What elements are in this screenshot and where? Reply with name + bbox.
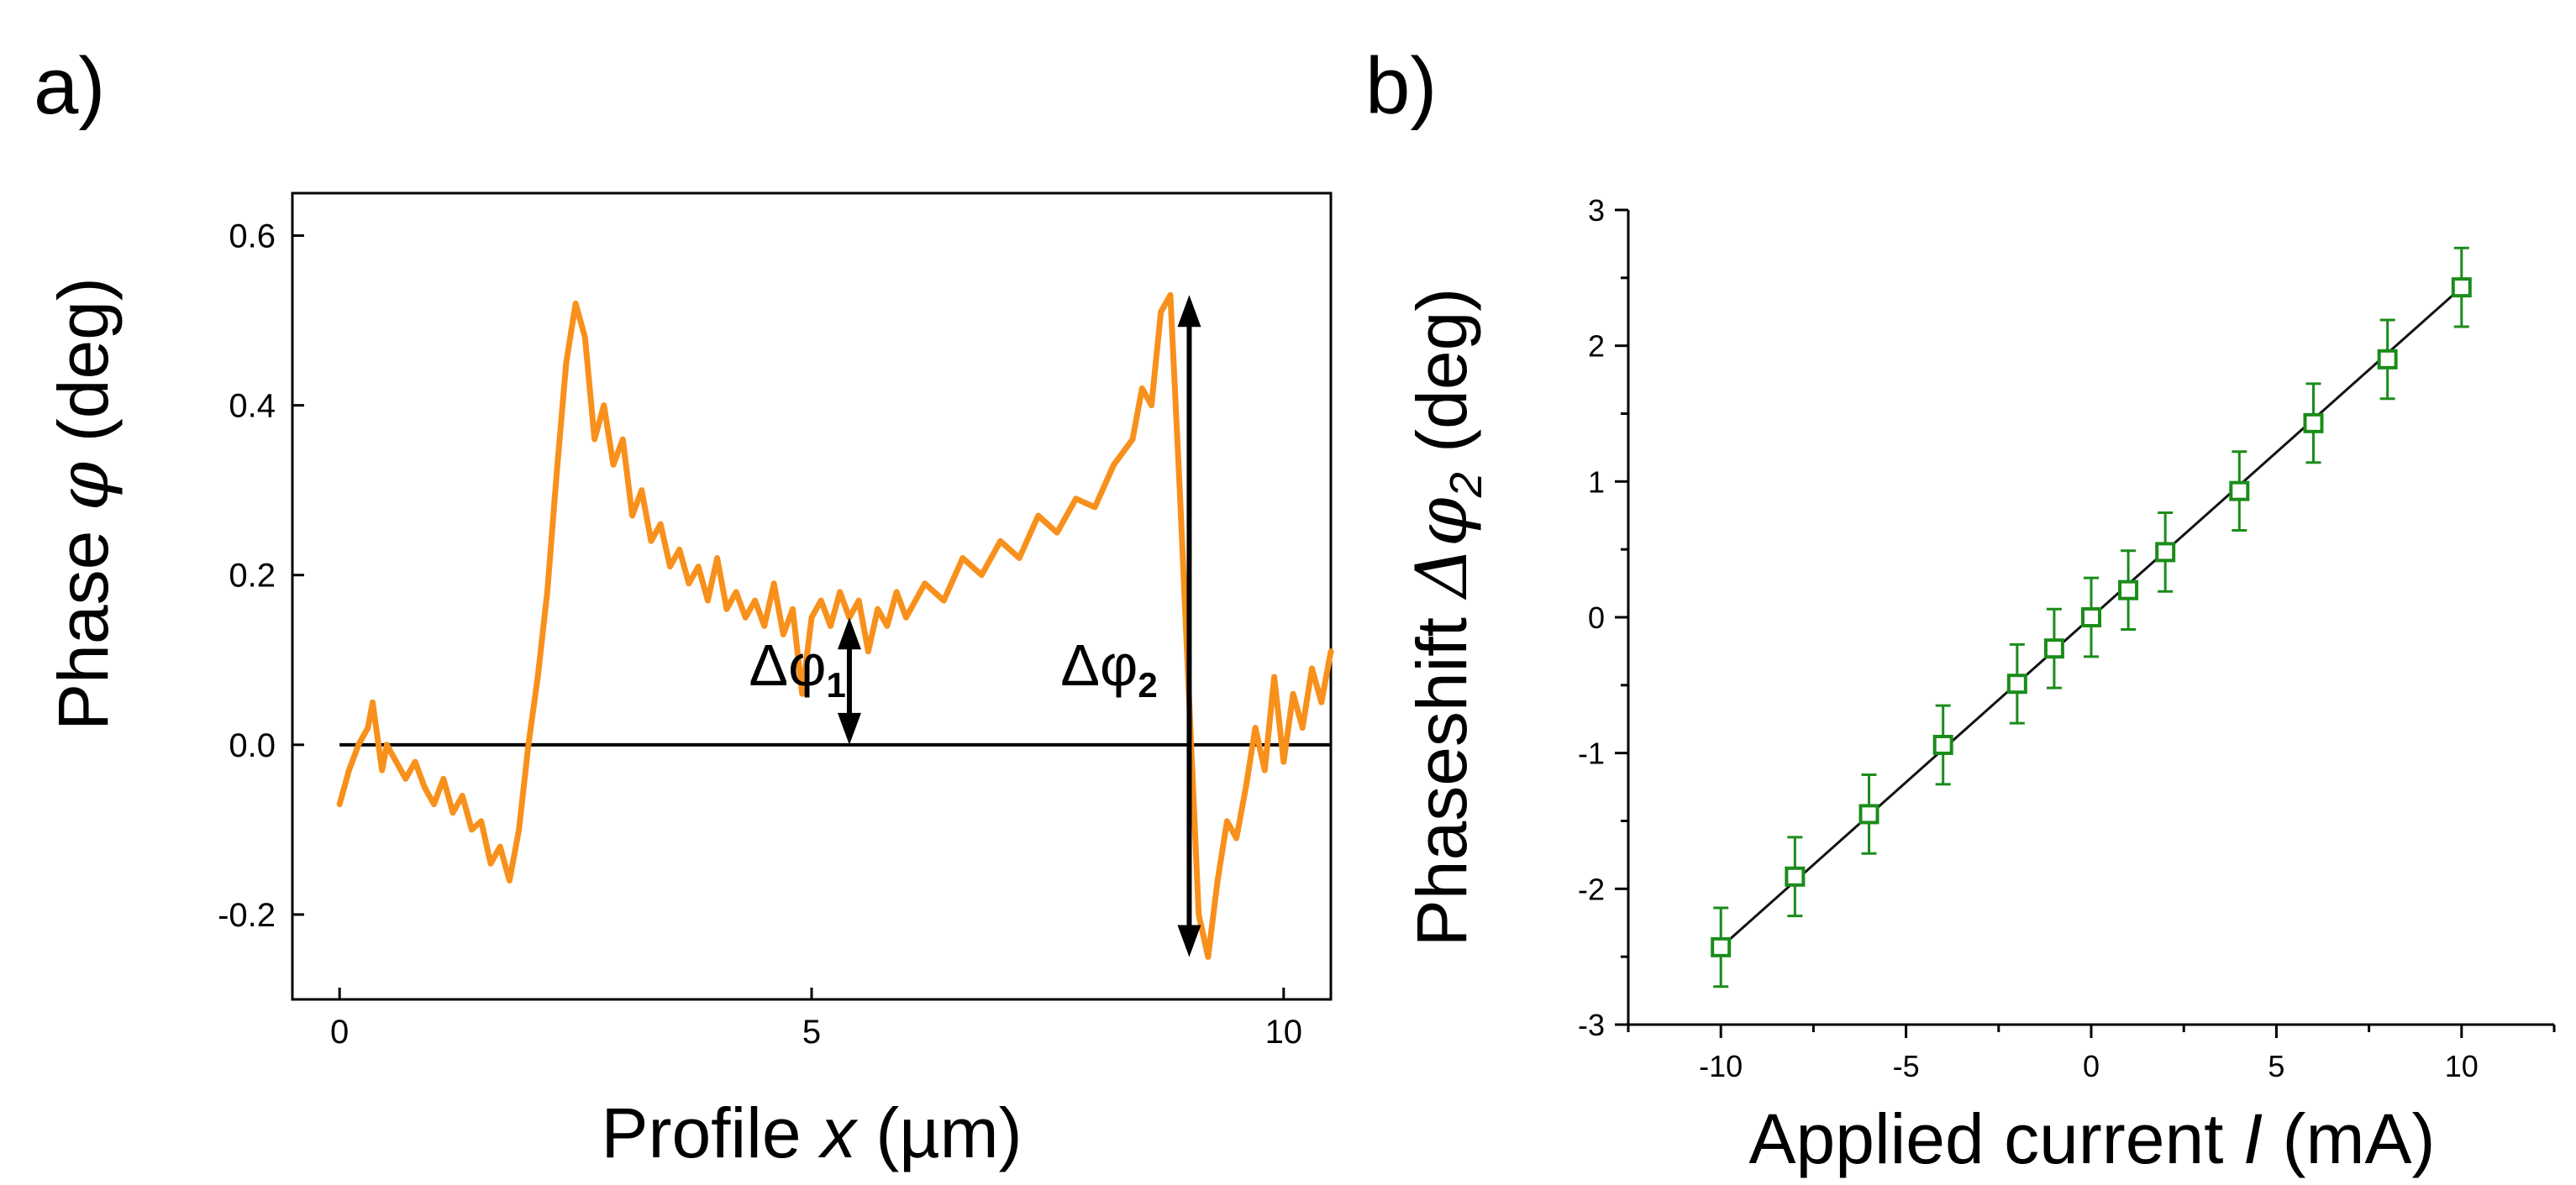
data-point (1858, 804, 1879, 825)
annotation-label-sub: 1 (827, 665, 846, 705)
panel-a-y-axis: -0.2 0.0 0.2 0.4 0.6 (218, 218, 304, 934)
panel-b-label: b) (1365, 41, 1437, 131)
panel-a-x-axis-title-var: x (817, 1093, 859, 1172)
panel-a-y-tick-label: 0.0 (229, 727, 276, 764)
data-point (1711, 936, 1732, 957)
panel-b-y-axis: -3 -2 -1 0 1 2 3 (1578, 193, 1628, 1042)
panel-b-y-tick-label: 0 (1588, 600, 1605, 635)
panel-b-y-axis-title-prefix: Phaseshift (1402, 598, 1481, 947)
panel-b-x-axis-title-prefix: Applied current (1749, 1099, 2243, 1178)
panel-b-y-tick-label: -3 (1578, 1008, 1605, 1042)
panel-b-y-axis-title-sub: 2 (1441, 472, 1491, 498)
panel-b-y-axis-title-unit: (deg) (1402, 288, 1481, 472)
panel-b-x-tick-label: 5 (2268, 1049, 2284, 1083)
data-point (2303, 412, 2324, 433)
panel-b-x-tick-label: 0 (2083, 1049, 2100, 1083)
panel-a-x-tick-label: 10 (1265, 1014, 1303, 1051)
panel-b-x-tick-label: -10 (1699, 1049, 1743, 1083)
panel-a-annotations: Δφ1 Δφ2 (749, 295, 1201, 957)
panel-a-y-tick-label: -0.2 (218, 897, 276, 934)
annotation-label-sub: 2 (1138, 665, 1157, 705)
annotation-label-main: Δφ (1060, 632, 1138, 698)
panel-a-y-tick-label: 0.6 (229, 218, 276, 255)
panel-a-y-tick-label: 0.4 (229, 388, 276, 425)
panel-b-x-axis: -10 -5 0 5 10 (1627, 1025, 2556, 1083)
panel-a-x-axis-title-prefix: Profile (601, 1093, 820, 1172)
data-point (2155, 542, 2176, 563)
panel-b-y-tick-label: 2 (1588, 329, 1605, 364)
panel-a-x-axis-title-unit: (µm) (856, 1093, 1023, 1172)
annotation-label: Δφ2 (1060, 632, 1158, 705)
data-point (1932, 734, 1953, 755)
data-point (2043, 638, 2064, 659)
data-point (2229, 480, 2250, 501)
panel-b-y-axis-title-var: Δφ (1401, 497, 1483, 600)
data-point (1785, 866, 1806, 887)
data-point (2451, 277, 2472, 298)
data-point (2006, 674, 2027, 695)
data-point (2081, 607, 2101, 627)
panel-a-x-axis-title: Profile x (µm) (601, 1093, 1022, 1172)
panel-a: a) 0 5 10 -0.20.00.20.40.6 Δφ1 Δφ2 Profile … (34, 41, 1334, 1172)
panel-a-label: a) (34, 41, 105, 131)
annotation-arrow-head-up (837, 617, 861, 650)
panel-a-x-tick-label: 0 (330, 1014, 349, 1051)
data-point (2377, 349, 2398, 370)
panel-b-y-tick-label: -2 (1578, 872, 1605, 906)
annotation-arrow-head-up (1177, 295, 1201, 328)
panel-b-y-tick-label: -1 (1578, 737, 1605, 771)
panel-b-x-axis-title: Applied current I (mA) (1749, 1099, 2436, 1178)
panel-a-y-axis-title-prefix: Phase (44, 511, 123, 731)
panel-b-data-points (1711, 277, 2472, 957)
panel-a-y-axis-title-unit: (deg) (44, 277, 123, 461)
panel-b-y-axis-title: Phaseshift Δφ2 (deg) (1401, 288, 1491, 947)
panel-a-y-axis-title-var: φ (42, 461, 124, 511)
annotation-label: Δφ1 (749, 632, 846, 705)
panel-b-x-tick-label: 10 (2445, 1049, 2479, 1083)
panel-b-y-tick-label: 1 (1588, 464, 1605, 499)
panel-b-x-tick-label: -5 (1893, 1049, 1920, 1083)
annotation-arrow-head-down (837, 712, 861, 745)
data-point (2118, 579, 2139, 600)
annotation-arrow-head-down (1177, 925, 1201, 957)
panel-a-plot-frame (291, 191, 1333, 1001)
panel-a-y-tick-label: 0.2 (229, 558, 276, 595)
panel-b-x-axis-title-unit: (mA) (2263, 1099, 2435, 1178)
panel-a-x-tick-label: 5 (802, 1014, 821, 1051)
panel-b-y-tick-label: 3 (1588, 193, 1605, 228)
annotation-label-main: Δφ (749, 632, 826, 698)
panel-b-x-axis-title-var: I (2243, 1099, 2263, 1178)
panel-a-x-axis: 0 5 10 (330, 988, 1302, 1051)
panel-a-phase-curve (336, 291, 1334, 960)
panel-a-y-axis-title: Phase φ (deg) (42, 277, 124, 731)
